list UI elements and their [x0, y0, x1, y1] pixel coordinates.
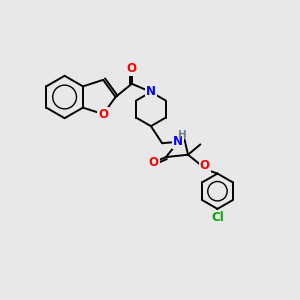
Text: Cl: Cl — [211, 211, 224, 224]
Text: N: N — [146, 85, 156, 98]
Text: H: H — [178, 130, 187, 140]
Text: N: N — [173, 135, 183, 148]
Text: O: O — [98, 108, 108, 121]
Text: O: O — [200, 159, 210, 172]
Text: O: O — [148, 156, 159, 169]
Text: O: O — [127, 62, 137, 75]
